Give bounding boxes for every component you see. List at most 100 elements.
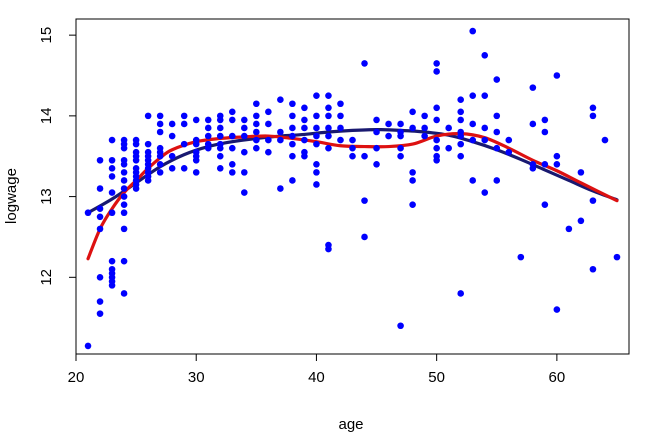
- data-point: [156, 120, 164, 128]
- data-point: [277, 96, 284, 104]
- data-point: [457, 290, 464, 297]
- data-point: [228, 169, 236, 176]
- data-point: [156, 128, 164, 136]
- plot-frame: [75, 18, 630, 355]
- data-point: [313, 124, 320, 132]
- data-point: [216, 132, 224, 140]
- data-point: [120, 257, 128, 265]
- data-point: [241, 132, 248, 140]
- data-point: [144, 140, 152, 148]
- data-point: [313, 112, 320, 120]
- data-point: [457, 132, 464, 140]
- data-point: [433, 116, 440, 124]
- data-point: [541, 116, 549, 124]
- data-point: [241, 116, 248, 124]
- data-point: [397, 322, 404, 330]
- data-point: [192, 140, 200, 148]
- data-point: [228, 161, 236, 168]
- data-point: [120, 290, 128, 297]
- y-tick-label: 12: [38, 269, 55, 286]
- data-point: [216, 165, 224, 172]
- data-point: [397, 144, 404, 152]
- data-point: [541, 161, 549, 168]
- data-point: [313, 169, 320, 176]
- data-point: [156, 152, 164, 160]
- data-point: [265, 108, 272, 116]
- data-point: [445, 124, 452, 132]
- data-point: [144, 112, 152, 120]
- data-point: [601, 136, 609, 144]
- data-point: [493, 144, 501, 152]
- data-point: [421, 112, 428, 120]
- y-axis: 12 13 14 15: [38, 27, 77, 286]
- data-point: [349, 152, 356, 160]
- data-point: [120, 201, 128, 208]
- data-point: [457, 108, 464, 116]
- data-point: [96, 205, 104, 212]
- data-point: [337, 136, 344, 144]
- data-point: [84, 342, 92, 350]
- data-point: [481, 92, 489, 99]
- data-point: [108, 136, 116, 144]
- data-point: [493, 112, 501, 120]
- data-point: [481, 124, 489, 132]
- data-point: [96, 185, 104, 192]
- data-point: [493, 128, 501, 136]
- data-point: [553, 152, 561, 160]
- y-tick-label: 14: [38, 108, 55, 125]
- y-tick-label: 13: [38, 188, 55, 205]
- data-point: [144, 177, 152, 184]
- data-point: [120, 169, 128, 176]
- data-point: [156, 161, 164, 168]
- data-point: [397, 132, 404, 140]
- data-point: [108, 209, 116, 217]
- data-point: [349, 136, 356, 144]
- x-tick-label: 40: [308, 369, 325, 386]
- data-point: [120, 225, 128, 233]
- y-tick-label: 15: [38, 27, 55, 44]
- data-point: [301, 152, 308, 160]
- data-point: [469, 120, 477, 128]
- x-tick-label: 30: [188, 369, 205, 386]
- data-point: [84, 209, 92, 217]
- data-point: [265, 136, 272, 144]
- data-point: [433, 104, 440, 112]
- data-point: [132, 156, 140, 164]
- data-point: [565, 225, 573, 233]
- data-point: [277, 136, 284, 144]
- data-point: [241, 148, 248, 156]
- data-point: [96, 156, 104, 164]
- data-point: [361, 233, 368, 241]
- data-point: [108, 257, 116, 265]
- data-point: [457, 140, 464, 148]
- data-point: [325, 144, 332, 152]
- data-point: [192, 156, 200, 164]
- data-point: [589, 104, 597, 112]
- data-point: [457, 152, 464, 160]
- data-point: [373, 161, 380, 168]
- data-point: [253, 112, 260, 120]
- data-point: [541, 201, 549, 208]
- data-point: [433, 156, 440, 164]
- data-point: [204, 144, 212, 152]
- data-point: [216, 116, 224, 124]
- data-point: [241, 169, 248, 176]
- data-point: [96, 310, 104, 317]
- data-point: [529, 165, 537, 172]
- data-point: [265, 148, 272, 156]
- data-point: [481, 52, 489, 59]
- data-point: [325, 104, 332, 112]
- data-point: [577, 217, 585, 225]
- x-tick-label: 20: [68, 369, 85, 386]
- data-point: [325, 132, 332, 140]
- data-point: [168, 152, 176, 160]
- data-point: [385, 120, 392, 128]
- data-point: [505, 148, 513, 156]
- data-point: [433, 60, 440, 67]
- x-tick-label: 50: [428, 369, 445, 386]
- data-point: [180, 120, 188, 128]
- data-point: [433, 68, 440, 75]
- data-point: [301, 124, 308, 132]
